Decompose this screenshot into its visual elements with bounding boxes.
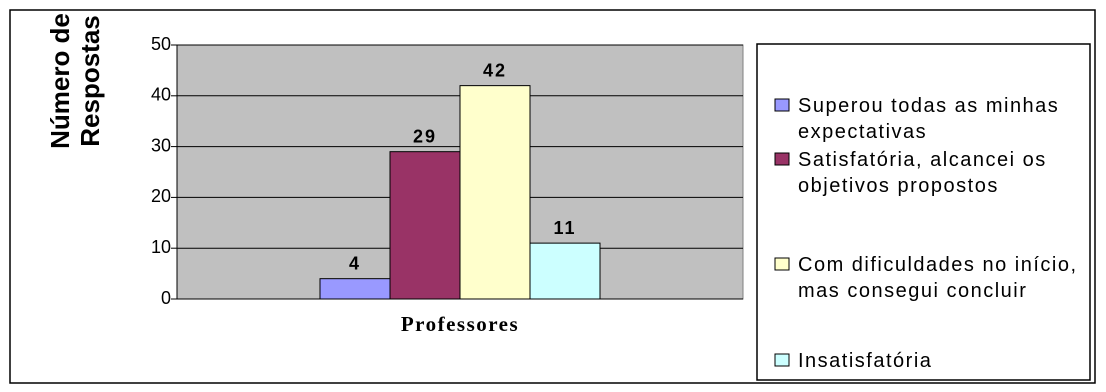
legend-swatch bbox=[774, 152, 790, 166]
legend-swatch bbox=[774, 257, 790, 271]
bar bbox=[529, 242, 601, 300]
bar bbox=[319, 278, 391, 300]
legend-label: Com dificuldades no início, mas consegui… bbox=[798, 254, 1078, 302]
bar bbox=[459, 85, 531, 300]
bar bbox=[389, 151, 461, 300]
legend-swatch bbox=[774, 98, 790, 112]
y-tick-label: 40 bbox=[151, 85, 171, 105]
legend-label: Insatisfatória bbox=[798, 350, 933, 372]
y-tick-label: 0 bbox=[161, 288, 171, 308]
y-axis-label: Número de Respostas bbox=[45, 13, 105, 149]
legend-label: Satisfatória, alcancei os objetivos prop… bbox=[798, 149, 1047, 197]
y-tick-label: 50 bbox=[151, 34, 171, 54]
y-tick-label: 10 bbox=[151, 237, 171, 257]
y-tick-label: 30 bbox=[151, 135, 171, 155]
data-label: 42 bbox=[483, 60, 507, 80]
data-label: 29 bbox=[413, 126, 437, 146]
data-label: 11 bbox=[553, 218, 576, 238]
y-tick-label: 20 bbox=[151, 186, 171, 206]
data-label: 4 bbox=[349, 253, 361, 273]
legend-swatch bbox=[774, 353, 790, 367]
legend-label: Superou todas as minhas expectativas bbox=[798, 95, 1060, 143]
x-tick-label: Professores bbox=[401, 312, 519, 336]
legend-box bbox=[756, 43, 1091, 381]
